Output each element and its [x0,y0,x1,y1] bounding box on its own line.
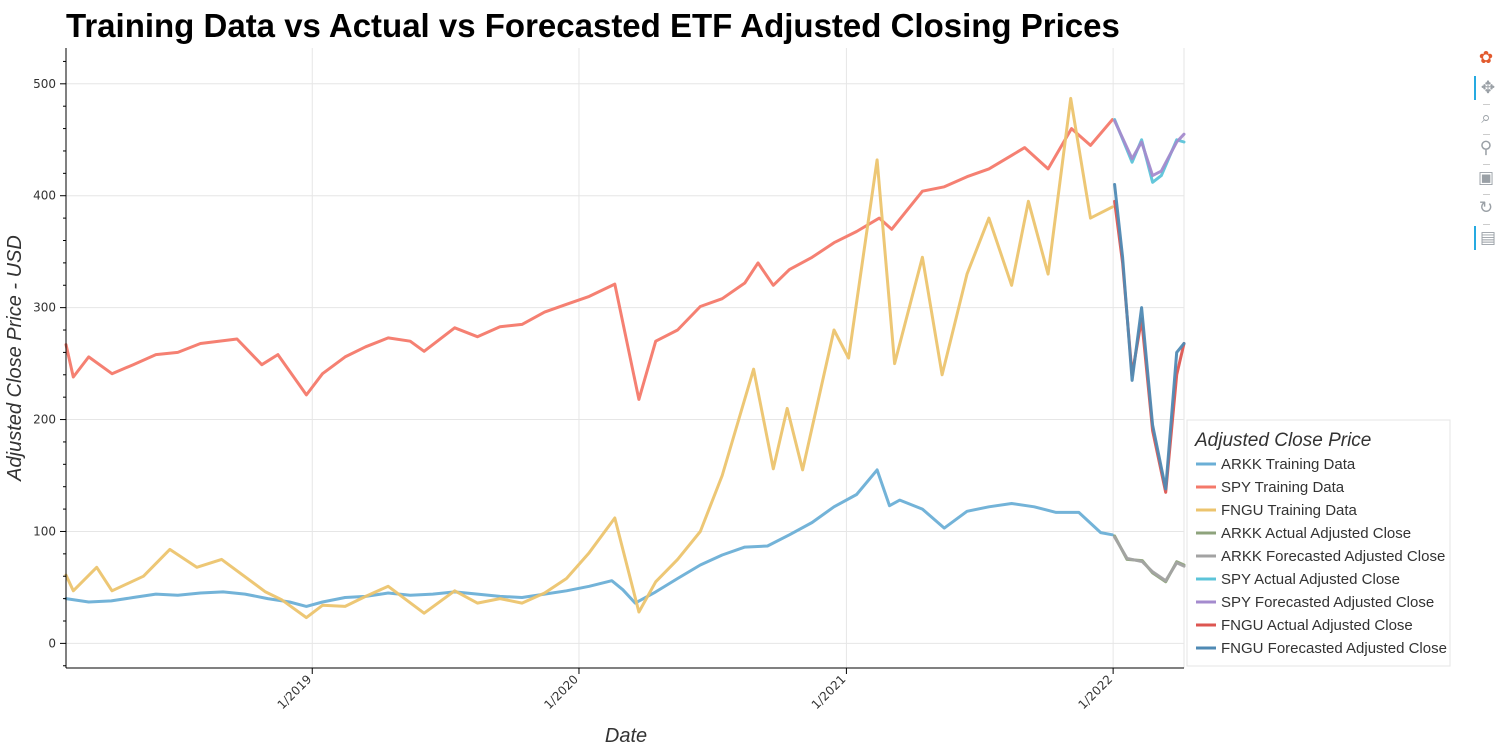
series-line-5 [1113,118,1186,184]
legend-label: ARKK Actual Adjusted Close [1221,525,1411,542]
x-tick-label: 1/2019 [275,672,315,712]
series-line-0 [64,468,1114,608]
x-tick-label: 1/2021 [809,672,849,712]
legend-item[interactable]: SPY Actual Adjusted Close [1196,571,1400,588]
toolbar-separator [1483,134,1490,135]
toolbar-separator [1483,104,1490,105]
x-ticks: 1/2019 1/2020 1/2021 1/2022 [275,668,1115,712]
y-tick-label: 0 [48,636,56,650]
legend-item[interactable]: FNGU Actual Adjusted Close [1196,617,1413,634]
y-tick-label: 500 [33,77,56,91]
x-tick-label: 1/2020 [541,672,581,712]
box-zoom-icon[interactable]: ⌕ [1481,108,1491,128]
series-line-8 [1113,183,1186,491]
toolbar-separator [1483,164,1490,165]
legend[interactable]: Adjusted Close Price ARKK Training Data S… [1186,419,1451,667]
plot-area[interactable] [66,48,1184,668]
legend-item[interactable]: SPY Training Data [1196,479,1345,496]
series-line-2 [64,96,1114,620]
legend-label: ARKK Forecasted Adjusted Close [1221,548,1445,565]
save-icon[interactable]: ▣ [1477,168,1495,188]
legend-item[interactable]: FNGU Training Data [1196,502,1358,519]
legend-label: SPY Forecasted Adjusted Close [1221,594,1434,611]
legend-label: FNGU Training Data [1221,502,1358,519]
legend-label: SPY Actual Adjusted Close [1221,571,1400,588]
series-line-1 [64,118,1114,401]
y-ticks: 0 100 200 300 400 500 [33,60,66,667]
legend-item[interactable]: ARKK Actual Adjusted Close [1196,525,1411,542]
legend-label: FNGU Actual Adjusted Close [1221,617,1413,634]
x-tick-label: 1/2022 [1075,672,1115,712]
legend-label: SPY Training Data [1221,479,1345,496]
legend-label: ARKK Training Data [1221,456,1356,473]
y-tick-label: 200 [33,413,56,427]
x-axis-label: Date [605,725,647,747]
grid [66,48,1185,668]
chart-title: Training Data vs Actual vs Forecasted ET… [66,7,1120,44]
legend-label: FNGU Forecasted Adjusted Close [1221,640,1447,657]
toolbar: ✿ ✥ ⌕ ⚲ ▣ ↻ ▤ [1470,44,1500,264]
bokeh-logo-icon: ✿ [1478,48,1494,68]
series-line-4 [1113,535,1186,583]
hover-icon[interactable]: ▤ [1474,226,1500,250]
y-tick-label: 400 [33,189,56,203]
y-axis-label: Adjusted Close Price - USD [4,235,26,482]
legend-item[interactable]: ARKK Training Data [1196,456,1356,473]
pan-icon[interactable]: ✥ [1474,76,1500,100]
legend-item[interactable]: SPY Forecasted Adjusted Close [1196,594,1434,611]
legend-box [1186,419,1451,667]
toolbar-separator [1483,224,1490,225]
legend-item[interactable]: FNGU Forecasted Adjusted Close [1196,640,1447,657]
legend-item[interactable]: ARKK Forecasted Adjusted Close [1196,548,1445,565]
legend-items[interactable]: ARKK Training Data SPY Training Data FNGU … [1196,456,1447,657]
reset-icon[interactable]: ↻ [1478,198,1494,218]
toolbar-separator [1483,194,1490,195]
legend-title: Adjusted Close Price [1194,430,1371,451]
series-line-6 [1113,119,1186,178]
series-group [64,96,1186,620]
y-tick-label: 100 [33,524,56,538]
wheel-zoom-icon[interactable]: ⚲ [1479,138,1493,158]
y-tick-label: 300 [33,301,56,315]
